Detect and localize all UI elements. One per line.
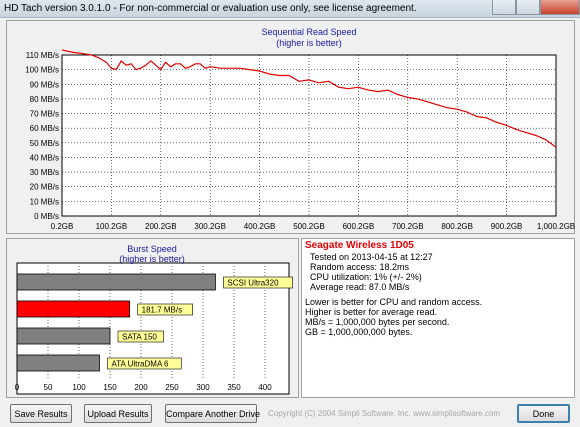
burst-bar-label-box <box>223 276 293 289</box>
note-line: MB/s = 1,000,000 bytes per second. <box>305 317 450 327</box>
seq-x-tick-label: 200.2GB <box>145 222 177 231</box>
maximize-button[interactable] <box>516 0 540 15</box>
sequential-read-chart: 0 MB/s 10 MB/s 20 MB/s 30 MB/s 40 MB/s 50 MB/… <box>25 27 575 231</box>
burst-x-ticks: 0 50 100 150 200 250 300 350 400 <box>15 383 272 392</box>
seq-x-ticks: 0.2GB 100.2GB 200.2GB 300.2GB 400.2GB 500.2GB… <box>51 222 575 231</box>
burst-bar <box>16 327 111 345</box>
seq-chart-subtitle: (higher is better) <box>276 38 342 48</box>
compare-another-drive-button[interactable]: Compare Another Drive <box>165 404 260 423</box>
result-line: CPU utilization: 1% (+/- 2%) <box>310 272 422 282</box>
seq-y-tick-label: 80 MB/s <box>30 95 59 104</box>
seq-y-tick-label: 0 MB/s <box>34 212 59 221</box>
seq-y-tick-label: 100 MB/s <box>25 66 59 75</box>
seq-y-tick-label: 70 MB/s <box>30 110 59 119</box>
seq-y-tick-label: 110 MB/s <box>26 51 59 60</box>
title-bar: HD Tach version 3.0.1.0 - For non-commer… <box>0 0 580 18</box>
drive-name: Seagate Wireless 1D05 <box>305 240 414 251</box>
minimize-button[interactable] <box>492 0 516 15</box>
copyright-text: Copyright (C) 2004 Simpli Software, Inc.… <box>268 409 501 418</box>
burst-x-tick-label: 50 <box>44 383 53 392</box>
burst-bar-label: SCSI Ultra320 <box>227 279 279 288</box>
result-line: Random access: 18.2ms <box>310 262 410 272</box>
seq-read-line <box>61 49 557 148</box>
seq-x-tick-label: 0.2GB <box>51 222 74 231</box>
seq-x-tick-label: 300.2GB <box>194 222 226 231</box>
seq-y-tick-label: 60 MB/s <box>30 124 59 133</box>
burst-bar-label-box <box>107 357 182 370</box>
seq-y-tick-label: 30 MB/s <box>30 168 59 177</box>
seq-y-tick-label: 90 MB/s <box>30 80 59 89</box>
seq-grid <box>62 54 556 216</box>
burst-x-tick-label: 400 <box>258 383 272 392</box>
burst-bar-label-box <box>117 330 164 343</box>
burst-bar-label: 181.7 MB/s <box>142 306 182 315</box>
burst-chart-title: Burst Speed <box>127 244 177 254</box>
burst-bar-label: ATA UltraDMA 6 <box>111 360 169 369</box>
window-controls <box>492 0 580 16</box>
done-button[interactable]: Done <box>517 404 570 423</box>
burst-bar-label: SATA 150 <box>122 333 157 342</box>
burst-bars: SCSI Ultra320 181.7 MB/s SATA 150 ATA Ultra… <box>16 273 293 372</box>
seq-y-ticks: 0 MB/s 10 MB/s 20 MB/s 30 MB/s 40 MB/s 50 MB/… <box>25 51 59 221</box>
burst-bar <box>16 300 131 318</box>
burst-speed-chart: SCSI Ultra320 181.7 MB/s SATA 150 ATA Ultra… <box>15 244 293 395</box>
seq-y-tick-label: 20 MB/s <box>30 183 59 192</box>
burst-x-tick-label: 300 <box>196 383 210 392</box>
upload-results-button[interactable]: Upload Results <box>84 404 152 423</box>
burst-x-tick-label: 0 <box>15 383 20 392</box>
seq-x-tick-label: 100.2GB <box>96 222 128 231</box>
seq-y-tick-label: 50 MB/s <box>30 139 59 148</box>
seq-y-tick-label: 40 MB/s <box>30 153 59 162</box>
window-title: HD Tach version 3.0.1.0 - For non-commer… <box>4 3 417 14</box>
result-line: Tested on 2013-04-15 at 12:27 <box>310 252 433 262</box>
note-line: Higher is better for average read. <box>305 307 438 317</box>
burst-bar-label-box <box>137 303 193 316</box>
seq-x-tick-label: 600.2GB <box>343 222 375 231</box>
burst-bar <box>16 354 100 372</box>
burst-x-tick-label: 350 <box>227 383 241 392</box>
result-line: Average read: 87.0 MB/s <box>310 282 410 292</box>
seq-x-tick-label: 800.2GB <box>441 222 473 231</box>
seq-x-tick-label: 700.2GB <box>392 222 424 231</box>
results-panel: Seagate Wireless 1D05 Tested on 2013-04-… <box>301 238 575 398</box>
burst-x-tick-label: 150 <box>103 383 117 392</box>
seq-x-tick-label: 400.2GB <box>244 222 276 231</box>
burst-chart-subtitle: (higher is better) <box>119 254 185 264</box>
seq-x-tick-label: 500.2GB <box>293 222 325 231</box>
note-line: GB = 1,000,000,000 bytes. <box>305 327 413 337</box>
save-results-button[interactable]: Save Results <box>10 404 72 423</box>
note-line: Lower is better for CPU and random acces… <box>305 297 483 307</box>
seq-x-tick-label: 900.2GB <box>491 222 523 231</box>
burst-bar <box>16 273 216 291</box>
burst-x-tick-label: 200 <box>134 383 148 392</box>
seq-x-tick-label: 1,000.2GB <box>537 222 575 231</box>
seq-chart-title: Sequential Read Speed <box>261 27 356 37</box>
burst-x-tick-label: 100 <box>72 383 86 392</box>
seq-y-tick-label: 10 MB/s <box>30 197 59 206</box>
burst-x-tick-label: 250 <box>165 383 179 392</box>
